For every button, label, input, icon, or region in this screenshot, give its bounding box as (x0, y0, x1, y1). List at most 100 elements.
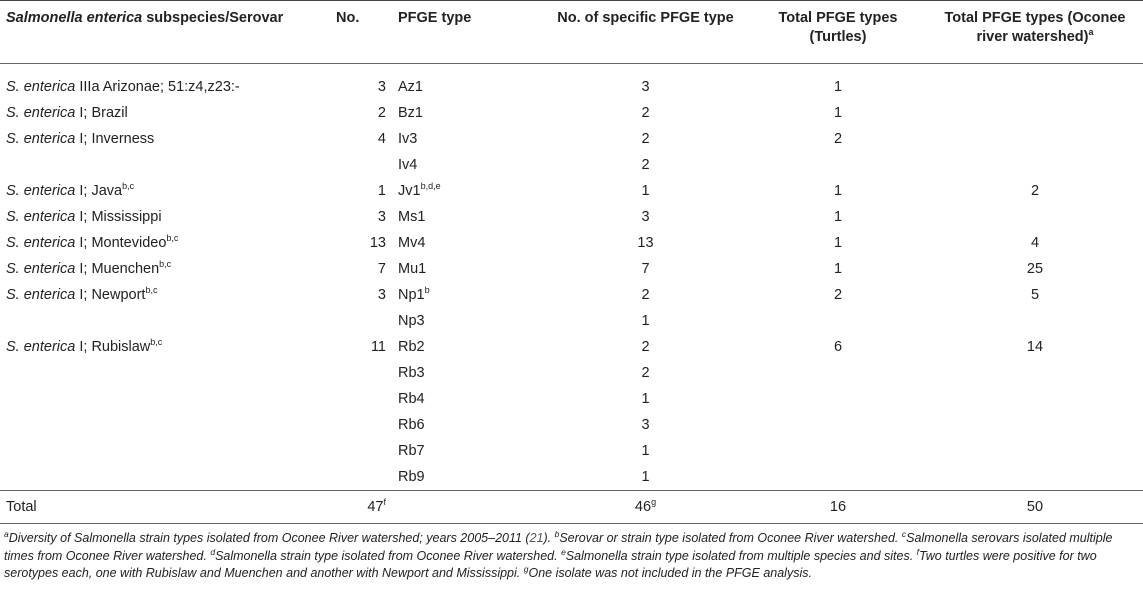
table-row: S. enterica I; Rubislawb,c 11 Rb2 2 6 14 (0, 334, 1143, 360)
footnote-marker: b,c (122, 181, 135, 192)
total-watershed-cell (927, 438, 1143, 464)
pfge-type-value: Mv4 (398, 235, 426, 251)
total-turtles-cell: 1 (833, 261, 843, 277)
serovar-cell (0, 464, 330, 491)
serovar-cell (0, 412, 330, 438)
total-watershed-cell (927, 386, 1143, 412)
pfge-type-value: Rb7 (398, 443, 425, 459)
total-watershed: 50 (1026, 499, 1044, 515)
count-cell (330, 438, 392, 464)
footnote-marker: g (651, 497, 657, 508)
serovar-cell: S. enterica I; Montevideob,c (0, 230, 330, 256)
table-row: Rb7 1 (0, 438, 1143, 464)
footnote-a-end: ). (543, 531, 555, 545)
serovar-cell: S. enterica I; Rubislawb,c (0, 334, 330, 360)
total-watershed-cell (927, 412, 1143, 438)
total-count-value: 47 (367, 499, 384, 515)
total-row: Total 47f 46g 16 50 (0, 490, 1143, 524)
count-cell: 7 (377, 261, 386, 277)
serovar-name: I; Brazil (75, 105, 128, 121)
table-header: Salmonella enterica subspecies/Serovar N… (0, 0, 1143, 64)
count-cell: 13 (369, 235, 386, 251)
species-name: S. enterica (6, 339, 76, 355)
header-total-watershed: Total PFGE types (Oconee river watershed… (927, 1, 1143, 64)
count-cell: 1 (377, 183, 386, 199)
pfge-type-cell: Rb6 (392, 412, 542, 438)
pfge-type-value: Ms1 (398, 209, 426, 225)
total-specific-value: 46 (634, 499, 652, 515)
pfge-type-value: Bz1 (398, 105, 423, 121)
table-row: Rb9 1 (0, 464, 1143, 491)
pfge-type-value: Az1 (398, 79, 423, 95)
header-serovar-rest: subspecies/Serovar (142, 10, 284, 26)
specific-count-cell: 2 (641, 365, 650, 381)
footnote-marker: b,c (159, 259, 172, 270)
total-watershed-cell (927, 152, 1143, 178)
header-row: Salmonella enterica subspecies/Serovar N… (0, 0, 1143, 64)
species-name: S. enterica (6, 79, 76, 95)
table-row: S. enterica I; Javab,c 1 Jv1b,d,e 1 1 2 (0, 178, 1143, 204)
footnote-marker: f (383, 497, 386, 508)
species-name: S. enterica (6, 261, 76, 277)
table-footer: Total 47f 46g 16 50 (0, 490, 1143, 524)
species-name: S. enterica (6, 209, 76, 225)
table-row: S. enterica I; Inverness 4 Iv3 2 2 (0, 126, 1143, 152)
total-turtles-cell (749, 464, 927, 491)
serovar-name: I; Montevideo (75, 235, 167, 251)
footnote-marker: c (901, 528, 907, 539)
total-turtles-cell: 1 (833, 183, 843, 199)
total-turtles-cell (749, 308, 927, 334)
reference-link[interactable]: 21 (529, 531, 544, 545)
total-watershed-cell (927, 360, 1143, 386)
serovar-cell (0, 308, 330, 334)
header-pfge-type: PFGE type (398, 10, 472, 26)
pfge-type-cell: Mu1 (392, 256, 542, 282)
specific-count-cell: 2 (641, 287, 650, 303)
total-watershed-cell: 2 (1030, 183, 1040, 199)
total-turtles-cell (749, 438, 927, 464)
specific-count-cell: 1 (641, 443, 650, 459)
serovar-cell: S. enterica IIIa Arizonae; 51:z4,z23:- (0, 64, 330, 101)
serovar-cell: S. enterica I; Inverness (0, 126, 330, 152)
total-turtles-cell: 1 (833, 79, 843, 95)
serovar-cell: S. enterica I; Mississippi (0, 204, 330, 230)
count-cell: 3 (377, 209, 386, 225)
table-row: S. enterica I; Brazil 2 Bz1 2 1 (0, 100, 1143, 126)
pfge-type-cell: Rb9 (392, 464, 542, 491)
pfge-type-cell: Rb3 (392, 360, 542, 386)
pfge-type-value: Iv3 (398, 131, 418, 147)
count-cell: 3 (377, 79, 386, 95)
pfge-type-cell: Np1b (392, 282, 542, 308)
serovar-pfge-table: Salmonella enterica subspecies/Serovar N… (0, 0, 1143, 524)
footnote-e: Salmonella strain type isolated from mul… (565, 548, 917, 563)
pfge-type-cell: Mv4 (392, 230, 542, 256)
footnote-marker: b (554, 528, 560, 539)
pfge-type-cell: Az1 (392, 64, 542, 101)
total-turtles-cell: 1 (833, 235, 843, 251)
specific-count-cell: 1 (641, 313, 650, 329)
total-specific: 46g (542, 491, 749, 524)
serovar-name: I; Java (75, 183, 123, 199)
pfge-type-value: Jv1 (398, 183, 421, 199)
total-watershed-cell (927, 204, 1143, 230)
table-body: S. enterica IIIa Arizonae; 51:z4,z23:- 3 A… (0, 64, 1143, 491)
pfge-type-value: Rb4 (398, 391, 425, 407)
serovar-name: I; Inverness (75, 131, 155, 147)
pfge-type-cell: Bz1 (392, 100, 542, 126)
species-name: S. enterica (6, 131, 76, 147)
serovar-name: I; Rubislaw (75, 339, 151, 355)
footnote-marker: e (561, 546, 566, 557)
count-cell (330, 412, 392, 438)
header-total-watershed-label: Total PFGE types (Oconee river watershed… (944, 10, 1126, 45)
pfge-type-value: Np1 (398, 287, 425, 303)
table-row: Iv4 2 (0, 152, 1143, 178)
pfge-type-value: Rb6 (398, 417, 425, 433)
serovar-cell: S. enterica I; Newportb,c (0, 282, 330, 308)
total-watershed-cell (927, 126, 1143, 152)
pfge-type-cell: Ms1 (392, 204, 542, 230)
total-turtles-cell: 1 (833, 209, 843, 225)
serovar-cell (0, 386, 330, 412)
total-turtles-cell: 2 (833, 131, 843, 147)
total-turtles-cell (749, 412, 927, 438)
total-watershed-cell: 4 (1030, 235, 1040, 251)
